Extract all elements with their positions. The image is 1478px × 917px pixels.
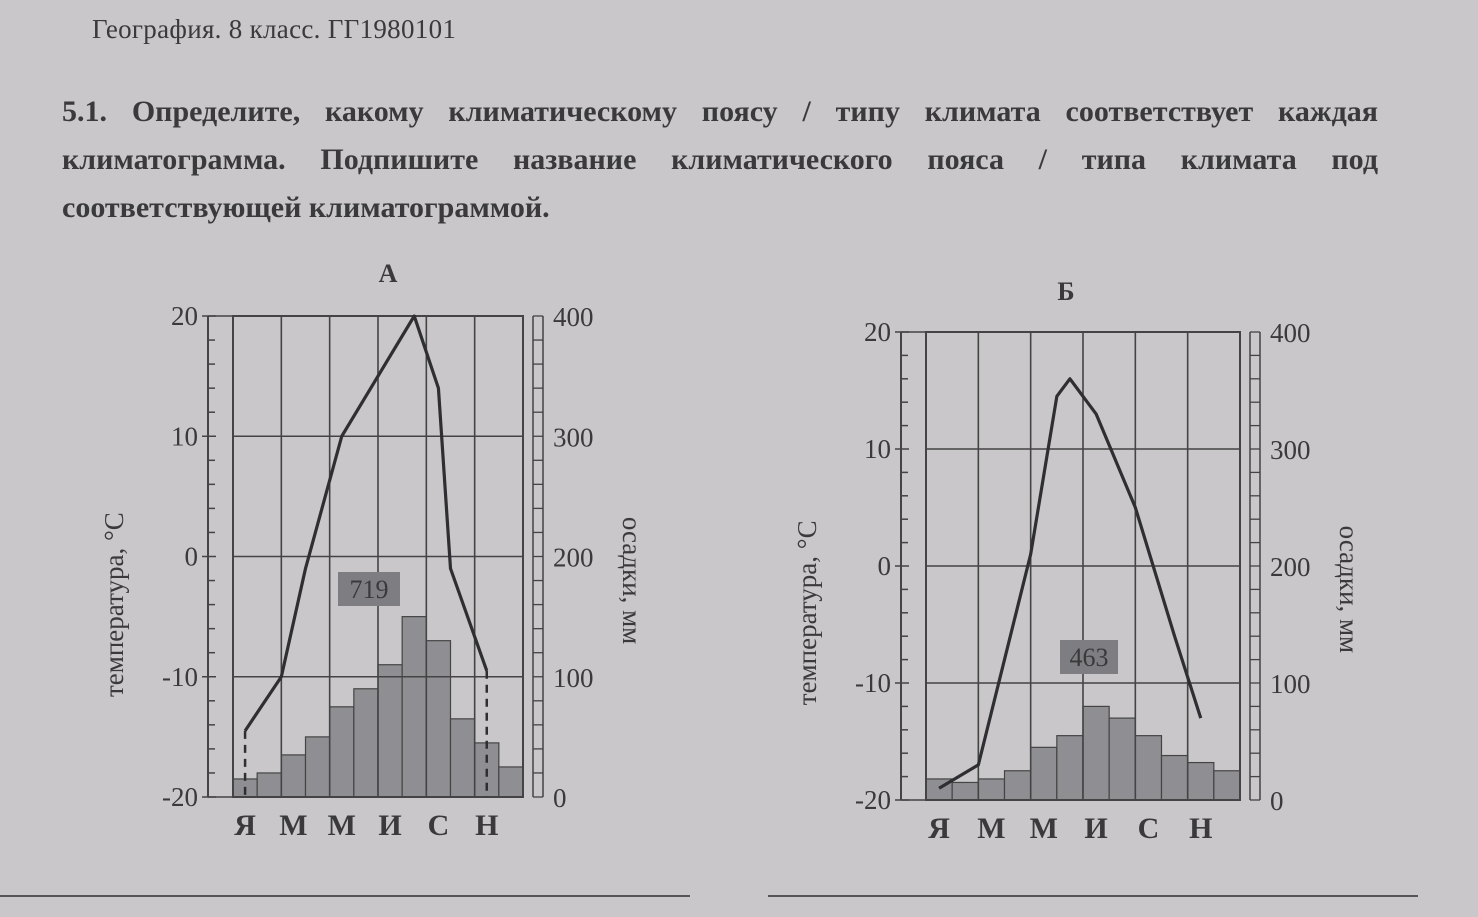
- precip-bar-6: [1056, 735, 1084, 801]
- y-axis-title-left: температура, °С: [792, 520, 822, 705]
- right-tick-label: 200: [1270, 552, 1311, 582]
- left-tick-label: 20: [864, 317, 891, 347]
- precip-bar-10: [449, 718, 476, 798]
- precip-bar-10: [1160, 754, 1189, 801]
- precip-bar-11: [1187, 761, 1215, 801]
- left-tick-label: -10: [855, 668, 891, 698]
- annual-precip-label: 463: [1070, 643, 1109, 672]
- x-tick-label: М: [1030, 812, 1058, 845]
- x-tick-label: Н: [475, 809, 498, 842]
- right-tick-label: 0: [553, 783, 567, 813]
- x-tick-label: Н: [1189, 812, 1212, 845]
- precip-bar-4: [304, 736, 331, 798]
- precip-bar-2: [951, 781, 979, 801]
- temperature-line: [243, 314, 489, 732]
- precip-bar-12: [1213, 770, 1241, 801]
- precip-bar-9: [1134, 735, 1163, 801]
- x-tick-label: И: [378, 809, 401, 842]
- left-tick-label: 0: [185, 542, 199, 572]
- right-tick-label: 300: [553, 422, 594, 452]
- document-header: География. 8 класс. ГГ1980101: [92, 14, 457, 44]
- right-tick-label: 200: [553, 543, 594, 573]
- right-tick-label: 100: [553, 663, 594, 693]
- left-tick-label: 0: [878, 551, 892, 581]
- precip-bar-5: [1030, 746, 1058, 801]
- x-tick-label: Я: [234, 809, 256, 842]
- answer-line-a[interactable]: [0, 895, 690, 897]
- precip-bar-3: [280, 754, 307, 798]
- annual-precip-label: 719: [350, 575, 389, 604]
- left-tick-label: 10: [864, 434, 891, 464]
- right-tick-label: 0: [1270, 786, 1284, 816]
- temperature-line: [938, 377, 1203, 790]
- x-tick-label: С: [428, 809, 450, 842]
- question-text: 5.1. Определите, какому климатическому п…: [62, 95, 1378, 224]
- annual-precip-box: [338, 572, 400, 606]
- y-axis-title-right: осадки, мм: [1334, 526, 1364, 653]
- chart-title: А: [379, 259, 398, 288]
- answer-line-b[interactable]: [768, 895, 1418, 897]
- chart-title: Б: [1057, 277, 1074, 306]
- precip-bar-6: [353, 688, 379, 798]
- right-tick-label: 100: [1270, 669, 1311, 699]
- left-tick-label: -10: [162, 662, 198, 692]
- precip-bar-8: [1108, 717, 1136, 801]
- precip-bar-2: [256, 772, 282, 798]
- precip-bar-7: [1082, 705, 1110, 801]
- x-tick-label: М: [977, 812, 1005, 845]
- precip-bar-9: [425, 640, 452, 798]
- precip-bar-12: [498, 766, 524, 798]
- x-tick-label: Я: [928, 812, 950, 845]
- left-tick-label: -20: [855, 785, 891, 815]
- x-tick-label: М: [328, 809, 356, 842]
- annual-precip-box: [1060, 640, 1118, 674]
- precip-bar-5: [329, 706, 355, 798]
- x-tick-label: М: [279, 809, 307, 842]
- precip-bar-3: [977, 778, 1006, 801]
- precip-bar-4: [1003, 770, 1032, 801]
- left-tick-label: 10: [171, 421, 198, 451]
- precip-bar-8: [401, 616, 427, 798]
- x-tick-label: С: [1138, 812, 1160, 845]
- precip-bar-7: [377, 664, 403, 798]
- right-tick-label: 400: [553, 302, 594, 332]
- right-tick-label: 400: [1270, 318, 1311, 348]
- right-tick-label: 300: [1270, 435, 1311, 465]
- y-axis-title-right: осадки, мм: [617, 517, 647, 644]
- left-tick-label: -20: [162, 782, 198, 812]
- left-tick-label: 20: [171, 301, 198, 331]
- y-axis-title-left: температура, °С: [99, 512, 129, 697]
- x-tick-label: И: [1084, 812, 1107, 845]
